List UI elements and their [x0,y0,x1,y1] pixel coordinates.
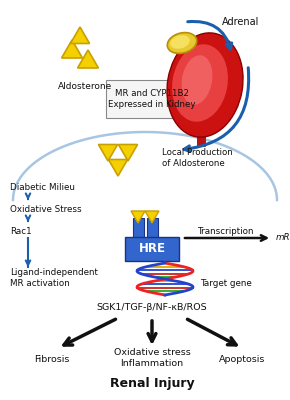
Polygon shape [70,27,90,44]
Text: Apoptosis: Apoptosis [219,356,265,364]
Text: Diabetic Milieu: Diabetic Milieu [10,184,75,192]
Polygon shape [131,211,145,223]
Text: Fibrosis: Fibrosis [34,356,70,364]
Text: Oxidative stress
Inflammation: Oxidative stress Inflammation [114,348,190,368]
Ellipse shape [167,33,243,137]
Text: Ligand-independent
MR activation: Ligand-independent MR activation [10,268,98,288]
Ellipse shape [182,55,212,105]
Text: SGK1/TGF-β/NF-κB/ROS: SGK1/TGF-β/NF-κB/ROS [97,304,207,312]
Polygon shape [61,40,82,58]
Polygon shape [77,50,98,68]
Text: Rac1: Rac1 [10,228,32,236]
Text: MR and CYP11B2
Expressed in Kidney: MR and CYP11B2 Expressed in Kidney [108,89,196,109]
Text: Aldosterone: Aldosterone [58,82,112,91]
Text: HRE: HRE [139,242,166,256]
FancyBboxPatch shape [146,218,157,238]
FancyBboxPatch shape [133,218,144,238]
Text: Transcription: Transcription [197,226,253,236]
FancyBboxPatch shape [106,80,198,118]
Polygon shape [145,211,159,223]
Text: Adrenal: Adrenal [222,17,259,27]
Polygon shape [108,160,128,176]
Ellipse shape [170,35,190,49]
Text: mRNA: mRNA [276,234,290,242]
Text: Renal Injury: Renal Injury [110,378,194,390]
Text: Oxidative Stress: Oxidative Stress [10,206,81,214]
Polygon shape [118,144,137,161]
Text: Local Production
of Aldosterone: Local Production of Aldosterone [162,148,233,168]
Polygon shape [98,144,117,161]
Ellipse shape [167,32,197,54]
Text: Target gene: Target gene [200,278,252,288]
FancyBboxPatch shape [125,237,179,261]
FancyBboxPatch shape [197,127,206,147]
Ellipse shape [172,44,228,122]
